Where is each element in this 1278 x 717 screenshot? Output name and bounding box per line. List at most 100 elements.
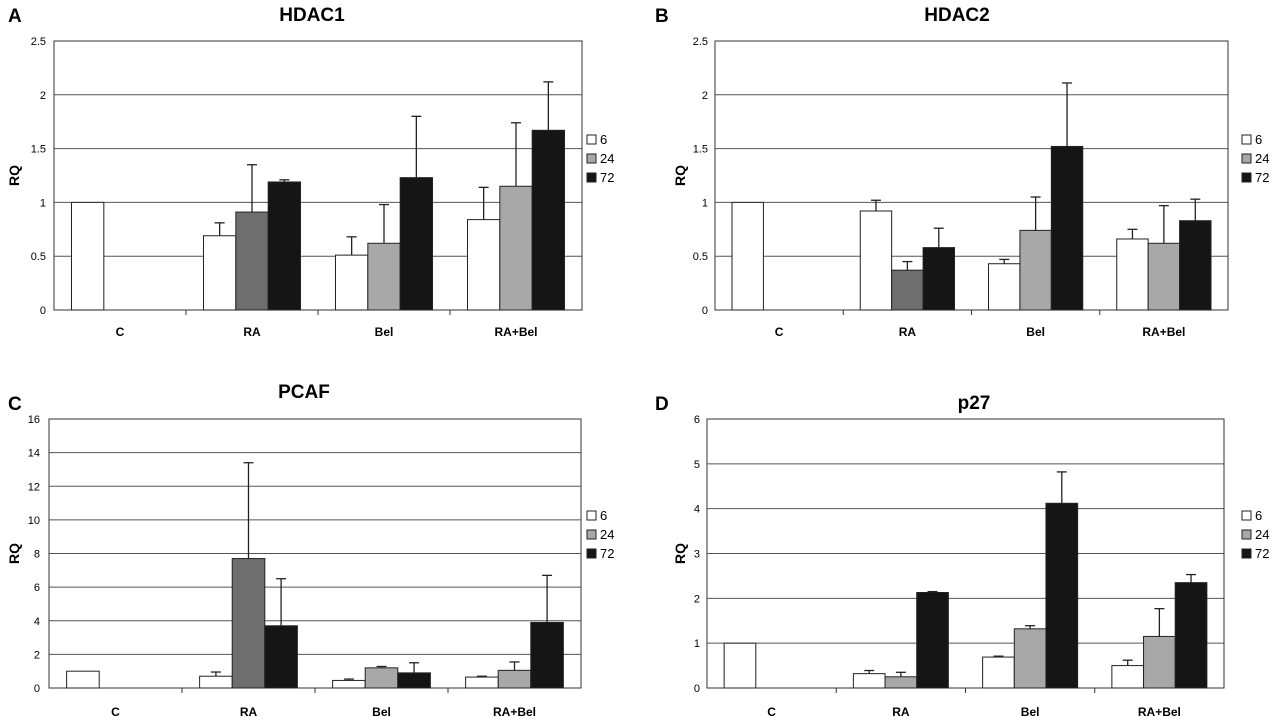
bar-6-C <box>731 201 764 311</box>
legend-label: 72 <box>600 170 614 185</box>
bar-72-Bel <box>1045 502 1079 689</box>
x-category-label: RA <box>899 325 917 339</box>
panel-letter: A <box>8 6 22 27</box>
legend-label: 24 <box>1255 527 1269 542</box>
bar-72-Bel <box>1050 145 1084 311</box>
bar-24-RA+Bel <box>499 185 533 311</box>
legend-label: 6 <box>600 508 607 523</box>
y-tick-label: 0 <box>694 683 700 695</box>
bar-72-Bel <box>397 672 431 689</box>
bar-6-Bel <box>982 656 1015 689</box>
chart-title: PCAF <box>278 382 330 403</box>
x-category-label: C <box>775 325 784 339</box>
x-category-label: RA <box>240 705 258 717</box>
bar-6-RA+Bel <box>465 676 499 689</box>
y-tick-label: 3 <box>694 549 700 561</box>
panel-letter: D <box>655 394 669 415</box>
y-axis-label: RQ <box>6 543 22 564</box>
y-tick-label: 2 <box>34 649 40 661</box>
bar-72-RA+Bel <box>1174 582 1208 689</box>
legend-swatch-72 <box>1241 172 1252 183</box>
bar-6-RA <box>199 675 233 689</box>
x-category-label: Bel <box>372 705 391 717</box>
bar-6-RA <box>202 235 237 311</box>
y-tick-label: 6 <box>694 414 700 426</box>
y-axis-label: RQ <box>6 165 22 186</box>
y-tick-label: 4 <box>694 504 700 516</box>
y-tick-label: 1 <box>702 197 708 209</box>
x-category-label: RA <box>892 705 910 717</box>
bar-6-RA+Bel <box>1116 238 1149 311</box>
bar-6-RA <box>852 673 886 689</box>
y-tick-label: 10 <box>28 515 40 527</box>
panel-letter: C <box>8 394 22 415</box>
bar-24-RA+Bel <box>1147 242 1181 311</box>
bar-72-RA <box>916 592 949 689</box>
legend: 6 24 72 <box>1241 508 1269 561</box>
bar-6-C <box>70 201 105 311</box>
panel-letter: B <box>655 6 669 27</box>
bar-24-RA <box>231 558 266 689</box>
bar-6-Bel <box>987 263 1021 311</box>
y-tick-label: 1 <box>694 638 700 650</box>
bar-24-RA+Bel <box>1143 635 1176 689</box>
legend-swatch-6 <box>586 510 597 521</box>
x-category-label: RA <box>243 325 261 339</box>
y-tick-label: 0.5 <box>693 251 708 263</box>
x-category-label: Bel <box>1026 325 1045 339</box>
legend-swatch-24 <box>586 529 597 540</box>
y-tick-label: 0 <box>702 305 708 317</box>
y-tick-label: 5 <box>694 459 700 471</box>
chart-panel-B: B HDAC2 0 0.5 1 1.5 2 2.5 RQ C RA Bel RA+Bel 6 24 72 <box>655 5 1269 339</box>
legend-label: 24 <box>600 527 614 542</box>
bar-24-Bel <box>367 242 401 311</box>
bar-24-RA <box>235 211 269 311</box>
bar-72-RA+Bel <box>531 129 566 311</box>
bar-24-RA <box>891 269 924 311</box>
y-tick-label: 2 <box>702 90 708 102</box>
y-tick-label: 0.5 <box>31 251 46 263</box>
legend: 6 24 72 <box>586 132 614 185</box>
legend-label: 72 <box>1255 546 1269 561</box>
legend: 6 24 72 <box>586 508 614 561</box>
legend-label: 6 <box>1255 508 1262 523</box>
bar-6-RA+Bel <box>466 219 501 311</box>
legend-swatch-6 <box>586 134 597 145</box>
legend-label: 24 <box>600 151 614 166</box>
chart-title: HDAC2 <box>924 5 989 26</box>
x-category-label: RA+Bel <box>1138 705 1181 717</box>
bar-72-RA <box>264 625 298 689</box>
legend-swatch-72 <box>586 172 597 183</box>
chart-title: p27 <box>958 393 991 414</box>
bar-6-C <box>723 642 757 689</box>
legend-swatch-6 <box>1241 510 1252 521</box>
x-category-label: Bel <box>1021 705 1040 717</box>
y-tick-label: 2 <box>40 90 46 102</box>
legend-swatch-6 <box>1241 134 1252 145</box>
x-category-label: RA+Bel <box>1142 325 1185 339</box>
y-tick-label: 2.5 <box>693 36 708 48</box>
bar-24-RA <box>884 676 918 689</box>
bar-6-RA+Bel <box>1111 665 1145 689</box>
bar-24-Bel <box>364 667 399 689</box>
bar-72-RA <box>267 181 302 311</box>
bar-24-Bel <box>1013 628 1047 689</box>
bar-6-Bel <box>334 254 369 311</box>
y-tick-label: 2.5 <box>31 36 46 48</box>
y-tick-label: 4 <box>34 616 40 628</box>
legend-label: 72 <box>1255 170 1269 185</box>
y-tick-label: 1 <box>40 197 46 209</box>
y-tick-label: 12 <box>28 481 40 493</box>
x-category-label: Bel <box>375 325 394 339</box>
bar-6-Bel <box>332 679 366 689</box>
y-tick-label: 6 <box>34 582 40 594</box>
x-category-label: C <box>767 705 776 717</box>
legend: 6 24 72 <box>1241 132 1269 185</box>
y-tick-label: 2 <box>694 593 700 605</box>
y-tick-label: 1.5 <box>693 144 708 156</box>
chart-panel-A: A HDAC1 0 0.5 1 1.5 2 2.5 RQ C RA Bel RA+Bel 6 24 72 <box>6 5 614 339</box>
legend-swatch-72 <box>586 548 597 559</box>
legend-swatch-24 <box>1241 529 1252 540</box>
